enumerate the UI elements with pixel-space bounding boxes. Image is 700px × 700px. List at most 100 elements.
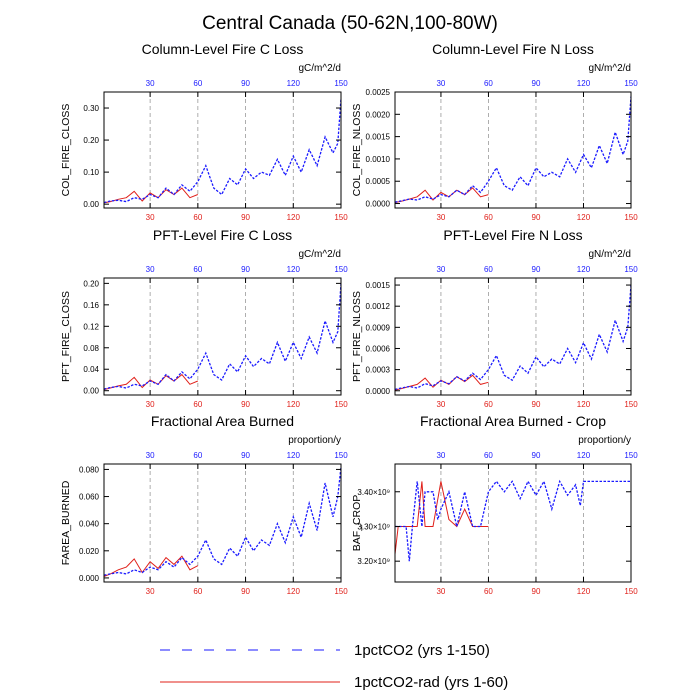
series-line: [395, 481, 489, 555]
y-tick-label: 0.00: [83, 200, 99, 209]
x-tick-label-top: 60: [484, 265, 493, 274]
x-tick-label-bottom: 90: [532, 400, 541, 409]
y-tick-label: 0.0005: [366, 177, 391, 186]
y-axis-title: COL_FIRE_NLOSS: [351, 104, 363, 197]
units-label: proportion/y: [288, 435, 341, 446]
x-tick-label-bottom: 90: [532, 587, 541, 596]
series-line: [395, 284, 631, 391]
x-tick-label-top: 150: [624, 451, 638, 460]
x-tick-label-bottom: 30: [436, 587, 445, 596]
y-tick-label: 0.00: [83, 387, 99, 396]
y-tick-label: 0.0015: [366, 133, 391, 142]
series-line: [104, 187, 198, 204]
x-tick-label-bottom: 30: [146, 400, 155, 409]
x-tick-label-top: 60: [484, 79, 493, 88]
x-tick-label-bottom: 90: [241, 213, 250, 222]
x-tick-label-bottom: 30: [436, 400, 445, 409]
plot-frame: [394, 463, 632, 583]
x-tick-label-top: 30: [146, 79, 155, 88]
x-tick-label-top: 120: [577, 79, 591, 88]
legend: 1pctCO2 (yrs 1-150) 1pctCO2-rad (yrs 1-60…: [160, 642, 508, 691]
y-tick-label: 0.020: [79, 547, 100, 556]
x-tick-label-bottom: 120: [287, 213, 301, 222]
plot-frame: [103, 463, 342, 583]
x-tick-label-bottom: 150: [624, 587, 638, 596]
y-tick-label: 0.04: [83, 365, 99, 374]
plot-frame: [394, 91, 632, 209]
x-tick-label-bottom: 90: [532, 213, 541, 222]
panel-title: PFT-Level Fire N Loss: [443, 227, 582, 243]
y-tick-label: 0.30: [83, 104, 99, 113]
plot-frame: [103, 91, 342, 209]
x-tick-label-bottom: 60: [193, 213, 202, 222]
chart-panel-1: Column-Level Fire C Loss gC/m^2/d COL_FIRE…: [60, 41, 348, 222]
units-label: gC/m^2/d: [299, 249, 342, 260]
panel-title: Column-Level Fire C Loss: [142, 41, 304, 57]
x-tick-label-bottom: 90: [241, 400, 250, 409]
units-label: gN/m^2/d: [589, 63, 632, 74]
series-line: [104, 373, 198, 391]
x-tick-label-top: 120: [287, 265, 301, 274]
y-axis-title: FAREA_BURNED: [60, 480, 72, 565]
legend-label: 1pctCO2-rad (yrs 1-60): [354, 674, 508, 691]
y-tick-label: 0.0009: [366, 323, 391, 332]
x-tick-label-top: 90: [532, 451, 541, 460]
y-axis-title: COL_FIRE_CLOSS: [60, 104, 72, 197]
y-tick-label: 0.040: [79, 520, 100, 529]
y-tick-label: 0.08: [83, 344, 99, 353]
y-tick-label: 0.0012: [366, 302, 391, 311]
y-tick-label: 0.0015: [366, 281, 391, 290]
units-label: gC/m^2/d: [299, 63, 342, 74]
y-tick-label: 0.16: [83, 301, 99, 310]
x-tick-label-top: 90: [241, 451, 250, 460]
x-tick-label-bottom: 150: [334, 213, 348, 222]
x-tick-label-top: 150: [334, 451, 348, 460]
x-tick-label-top: 60: [193, 79, 202, 88]
y-tick-label: 0.10: [83, 168, 99, 177]
series-line: [395, 374, 489, 391]
x-tick-label-bottom: 90: [241, 587, 250, 596]
series-line: [104, 283, 341, 390]
x-tick-label-bottom: 150: [334, 587, 348, 596]
x-tick-label-top: 90: [241, 79, 250, 88]
y-tick-label: 0.0000: [366, 387, 391, 396]
legend-label: 1pctCO2 (yrs 1-150): [354, 642, 490, 659]
x-tick-label-bottom: 150: [624, 213, 638, 222]
chart-panel-3: PFT-Level Fire C Loss gC/m^2/d PFT_FIRE_CL…: [60, 227, 348, 409]
x-tick-label-bottom: 120: [577, 587, 591, 596]
y-tick-label: 0.000: [79, 574, 100, 583]
y-tick-label: 0.0006: [366, 344, 391, 353]
panel-title: Column-Level Fire N Loss: [432, 41, 594, 57]
x-tick-label-top: 150: [624, 79, 638, 88]
x-tick-label-bottom: 60: [484, 213, 493, 222]
x-tick-label-top: 30: [436, 265, 445, 274]
x-tick-label-bottom: 150: [334, 400, 348, 409]
page-title: Central Canada (50-62N,100-80W): [202, 13, 498, 34]
x-tick-label-top: 120: [287, 79, 301, 88]
x-tick-label-bottom: 30: [146, 213, 155, 222]
series-line: [104, 466, 341, 576]
x-tick-label-bottom: 60: [193, 400, 202, 409]
y-tick-label: 0.060: [79, 493, 100, 502]
y-tick-label: 3.20×10⁹: [357, 557, 390, 566]
x-tick-label-top: 120: [577, 265, 591, 274]
series-line: [104, 98, 341, 204]
y-tick-label: 0.0010: [366, 155, 391, 164]
y-tick-label: 3.30×10⁹: [357, 522, 390, 531]
x-tick-label-top: 90: [241, 265, 250, 274]
series-line: [104, 555, 199, 578]
y-tick-label: 0.12: [83, 322, 99, 331]
series-line: [395, 187, 489, 204]
series-line: [395, 96, 631, 203]
x-tick-label-bottom: 30: [146, 587, 155, 596]
units-label: proportion/y: [578, 435, 631, 446]
x-tick-label-bottom: 30: [436, 213, 445, 222]
panel-title: Fractional Area Burned - Crop: [420, 413, 606, 429]
series-line: [395, 479, 631, 562]
y-tick-label: 0.080: [79, 465, 100, 474]
chart-panel-2: Column-Level Fire N Loss gN/m^2/d COL_FIRE…: [351, 41, 638, 222]
panel-title: PFT-Level Fire C Loss: [153, 227, 292, 243]
x-tick-label-bottom: 60: [193, 587, 202, 596]
x-tick-label-bottom: 60: [484, 587, 493, 596]
